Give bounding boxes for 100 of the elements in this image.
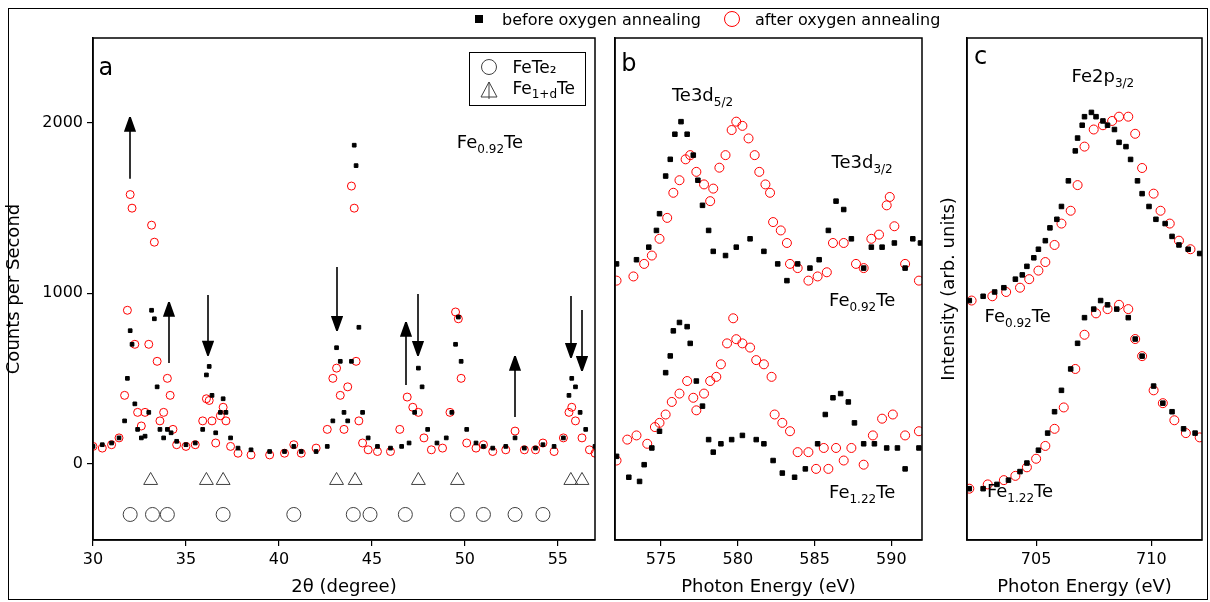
- text: c: [973, 41, 988, 70]
- point: [711, 371, 722, 382]
- point: [708, 183, 719, 194]
- annotation: Fe$_{0.92}$Te: [456, 130, 524, 156]
- point: [781, 237, 792, 248]
- point: [682, 376, 693, 387]
- point: [649, 445, 655, 451]
- point: [1093, 113, 1099, 120]
- point: [639, 258, 650, 269]
- point: [1005, 477, 1012, 483]
- point: [751, 355, 762, 366]
- point: [684, 323, 690, 330]
- x-axis-title: Photon Energy (eV): [681, 574, 856, 596]
- point: [718, 441, 724, 447]
- point: [1148, 188, 1159, 199]
- point: [760, 179, 771, 190]
- point: [656, 428, 663, 434]
- point: [775, 225, 786, 236]
- point: [1192, 430, 1198, 436]
- point: [768, 217, 779, 228]
- point: [866, 233, 877, 244]
- point: [822, 411, 829, 418]
- point: [705, 196, 716, 207]
- x-axis-title: 2θ (degree): [291, 574, 397, 596]
- point: [1042, 237, 1049, 244]
- point: [770, 457, 776, 464]
- point: [838, 237, 849, 248]
- x-tick-label: 575: [645, 548, 677, 568]
- point: [891, 240, 898, 246]
- point: [1176, 242, 1182, 248]
- point: [1169, 233, 1175, 240]
- point: [1017, 468, 1023, 475]
- point: [887, 409, 898, 420]
- point: [1081, 113, 1088, 120]
- point: [1065, 205, 1076, 216]
- point: [654, 233, 665, 244]
- point: [848, 236, 855, 242]
- point: [1070, 363, 1081, 374]
- point: [691, 405, 702, 416]
- y-tick-label: 2000: [42, 112, 83, 132]
- point: [902, 265, 908, 271]
- point: [831, 442, 842, 453]
- point: [860, 441, 867, 447]
- point: [754, 166, 765, 177]
- point: [858, 459, 869, 470]
- point: [674, 388, 685, 399]
- point: [846, 442, 857, 453]
- point: [821, 267, 832, 278]
- point: [765, 187, 776, 198]
- point: [662, 173, 669, 179]
- x-tick-label: 50: [454, 548, 476, 568]
- point: [867, 430, 878, 441]
- point: [666, 396, 677, 407]
- point: [690, 152, 697, 158]
- point: [733, 244, 740, 250]
- point: [678, 118, 684, 125]
- point: [1058, 387, 1065, 394]
- point: [731, 334, 742, 345]
- point: [900, 258, 911, 269]
- point: [868, 244, 875, 250]
- point: [794, 261, 801, 267]
- point: [807, 265, 813, 271]
- point: [674, 175, 685, 186]
- point: [1074, 135, 1081, 141]
- point: [1088, 124, 1099, 135]
- point: [900, 430, 911, 441]
- point: [731, 116, 742, 127]
- point: [743, 133, 754, 144]
- point: [1024, 460, 1030, 466]
- point: [660, 409, 671, 420]
- point: [791, 474, 798, 481]
- point: [1153, 216, 1159, 223]
- point: [656, 210, 663, 217]
- point: [1079, 329, 1090, 340]
- y-tick-label: 0: [72, 452, 83, 472]
- point: [737, 338, 748, 349]
- point: [779, 470, 786, 476]
- point: [766, 371, 777, 382]
- point: [777, 417, 788, 428]
- point: [1134, 178, 1141, 184]
- point: [833, 198, 839, 204]
- point: [1079, 122, 1085, 128]
- point: [1067, 366, 1074, 372]
- point: [825, 227, 832, 234]
- legend-label: Fe$_{1+d}$Te: [512, 78, 575, 102]
- annotation: Fe$_{1.22}$Te: [986, 480, 1054, 505]
- point: [1054, 216, 1060, 223]
- point: [803, 275, 814, 286]
- point: [913, 426, 922, 437]
- annotation: a: [98, 53, 114, 82]
- point: [1019, 272, 1026, 278]
- point: [1097, 120, 1108, 131]
- point: [667, 156, 674, 163]
- point: [685, 150, 696, 161]
- point: [1056, 218, 1067, 229]
- point: [1074, 340, 1081, 347]
- point: [699, 202, 706, 209]
- point: [646, 244, 652, 250]
- x-tick-label: 30: [82, 548, 104, 568]
- point: [1169, 408, 1175, 415]
